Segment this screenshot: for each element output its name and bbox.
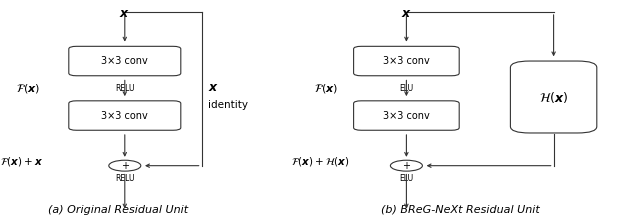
Text: identity: identity <box>208 100 248 110</box>
Text: $\mathcal{F}(\boldsymbol{x})+\boldsymbol{x}$: $\mathcal{F}(\boldsymbol{x})+\boldsymbol… <box>0 155 44 168</box>
Text: (b) BReG-NeXt Residual Unit: (b) BReG-NeXt Residual Unit <box>381 205 540 215</box>
Text: $\boldsymbol{x}$: $\boldsymbol{x}$ <box>208 81 219 94</box>
Text: +: + <box>121 161 129 171</box>
Text: ELU: ELU <box>399 174 413 183</box>
Text: $\boldsymbol{x}$: $\boldsymbol{x}$ <box>119 7 131 20</box>
Text: $\mathcal{F}(\boldsymbol{x})$: $\mathcal{F}(\boldsymbol{x})$ <box>16 82 40 95</box>
Text: $\mathcal{F}(\boldsymbol{x})+\mathcal{H}(\boldsymbol{x})$: $\mathcal{F}(\boldsymbol{x})+\mathcal{H}… <box>291 155 350 168</box>
Circle shape <box>109 160 141 171</box>
Text: $\mathcal{H}(\boldsymbol{x})$: $\mathcal{H}(\boldsymbol{x})$ <box>539 90 568 104</box>
FancyBboxPatch shape <box>69 46 180 76</box>
Text: (a) Original Residual Unit: (a) Original Residual Unit <box>49 205 188 215</box>
Text: 3×3 conv: 3×3 conv <box>383 56 430 66</box>
Text: RELU: RELU <box>115 174 134 183</box>
FancyBboxPatch shape <box>511 61 596 133</box>
Text: 3×3 conv: 3×3 conv <box>101 56 148 66</box>
Circle shape <box>390 160 422 171</box>
Text: +: + <box>403 161 410 171</box>
Text: ELU: ELU <box>399 84 413 93</box>
FancyBboxPatch shape <box>354 101 460 130</box>
FancyBboxPatch shape <box>69 101 180 130</box>
Text: RELU: RELU <box>115 84 134 93</box>
Text: 3×3 conv: 3×3 conv <box>383 111 430 121</box>
Text: 3×3 conv: 3×3 conv <box>101 111 148 121</box>
FancyBboxPatch shape <box>354 46 460 76</box>
Text: $\mathcal{F}(\boldsymbol{x})$: $\mathcal{F}(\boldsymbol{x})$ <box>314 82 338 95</box>
Text: $\boldsymbol{x}$: $\boldsymbol{x}$ <box>401 7 412 20</box>
